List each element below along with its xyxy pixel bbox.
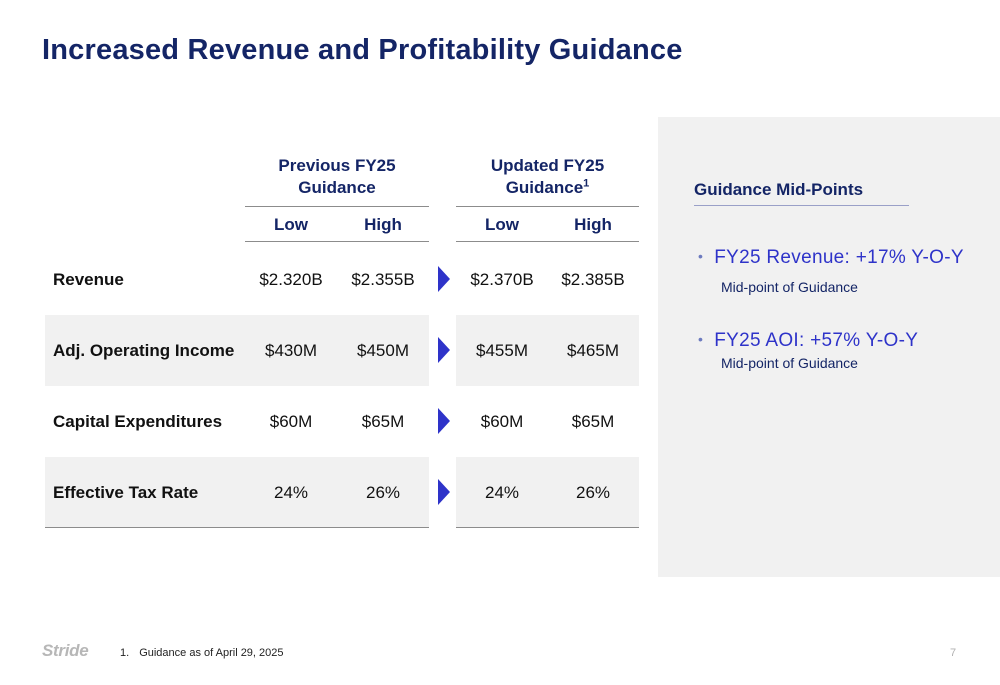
- prev-low-value: $430M: [265, 341, 317, 360]
- table-bottom-rule-right: [456, 527, 639, 528]
- subheader-divider-previous: [245, 241, 429, 242]
- chevron-right-icon: [438, 408, 450, 434]
- panel-heading: Guidance Mid-Points: [694, 180, 864, 199]
- prev-low-value: 24%: [273, 483, 309, 502]
- page-number: 7: [950, 647, 957, 659]
- row-label: Capital Expenditures: [53, 412, 223, 431]
- row-label: Revenue: [53, 270, 124, 289]
- previous-guidance-header: Previous FY25 Guidance: [278, 156, 396, 197]
- bullet-text: FY25 AOI: +57% Y-O-Y: [714, 330, 919, 351]
- table-row-effective-tax-rate: Effective Tax Rate 24% 26% 24% 26%: [45, 457, 639, 528]
- row-label: Adj. Operating Income: [53, 341, 235, 360]
- table-row-adj-operating-income: Adj. Operating Income $430M $450M $455M …: [45, 315, 639, 386]
- guidance-midpoints-panel: Guidance Mid-Points • FY25 Revenue: +17% …: [658, 117, 1000, 577]
- table-row-revenue: Revenue $2.320B $2.355B $2.370B $2.385B: [45, 244, 639, 315]
- subheader-prev-high: High: [364, 215, 402, 234]
- updated-guidance-label: Updated FY25 Guidance: [490, 156, 605, 197]
- upd-low-value: $2.370B: [470, 270, 534, 289]
- chevron-right-icon: [438, 337, 450, 363]
- upd-high-value: $2.385B: [561, 270, 625, 289]
- bullet-aoi: • FY25 AOI: +57% Y-O-Y: [698, 330, 918, 352]
- page-title: Increased Revenue and Profitability Guid…: [42, 34, 683, 66]
- bullet-dot-icon: •: [698, 331, 704, 347]
- upd-low-value: $60M: [480, 412, 524, 431]
- row-label: Effective Tax Rate: [53, 483, 199, 502]
- bullet-subtext: Mid-point of Guidance: [721, 355, 858, 371]
- bullet-dot-icon: •: [698, 248, 704, 264]
- footnote-number: 1.: [120, 647, 130, 659]
- prev-high-value: $65M: [361, 412, 405, 431]
- subheader-upd-high: High: [574, 215, 612, 234]
- subheader-prev-low: Low: [274, 215, 308, 234]
- footnote: 1. Guidance as of April 29, 2025: [120, 647, 284, 659]
- stride-logo: Stride: [42, 641, 89, 660]
- upd-high-value: $465M: [567, 341, 619, 360]
- upd-high-value: $65M: [571, 412, 615, 431]
- upd-low-value: $455M: [476, 341, 528, 360]
- subheader-divider-updated: [456, 241, 639, 242]
- upd-high-value: 26%: [575, 483, 611, 502]
- panel-divider: [694, 205, 909, 206]
- prev-low-value: $60M: [269, 412, 313, 431]
- subheader-upd-low: Low: [485, 215, 519, 234]
- prev-high-value: 26%: [365, 483, 401, 502]
- table-row-capital-expenditures: Capital Expenditures $60M $65M $60M $65M: [45, 386, 639, 457]
- prev-low-value: $2.320B: [259, 270, 323, 289]
- bullet-text: FY25 Revenue: +17% Y-O-Y: [714, 247, 964, 268]
- updated-guidance-header: Updated FY25 Guidance1: [456, 155, 639, 199]
- table-bottom-rule-left: [45, 527, 429, 528]
- chevron-right-icon: [438, 266, 450, 292]
- footnote-text: Guidance as of April 29, 2025: [139, 647, 284, 659]
- header-divider-updated: [456, 206, 639, 207]
- footnote-marker: 1: [583, 177, 590, 190]
- bullet-revenue: • FY25 Revenue: +17% Y-O-Y: [698, 247, 964, 269]
- header-divider-previous: [245, 206, 429, 207]
- bullet-subtext: Mid-point of Guidance: [721, 279, 858, 295]
- prev-high-value: $2.355B: [351, 270, 415, 289]
- upd-low-value: 24%: [484, 483, 520, 502]
- prev-high-value: $450M: [357, 341, 409, 360]
- chevron-right-icon: [438, 479, 450, 505]
